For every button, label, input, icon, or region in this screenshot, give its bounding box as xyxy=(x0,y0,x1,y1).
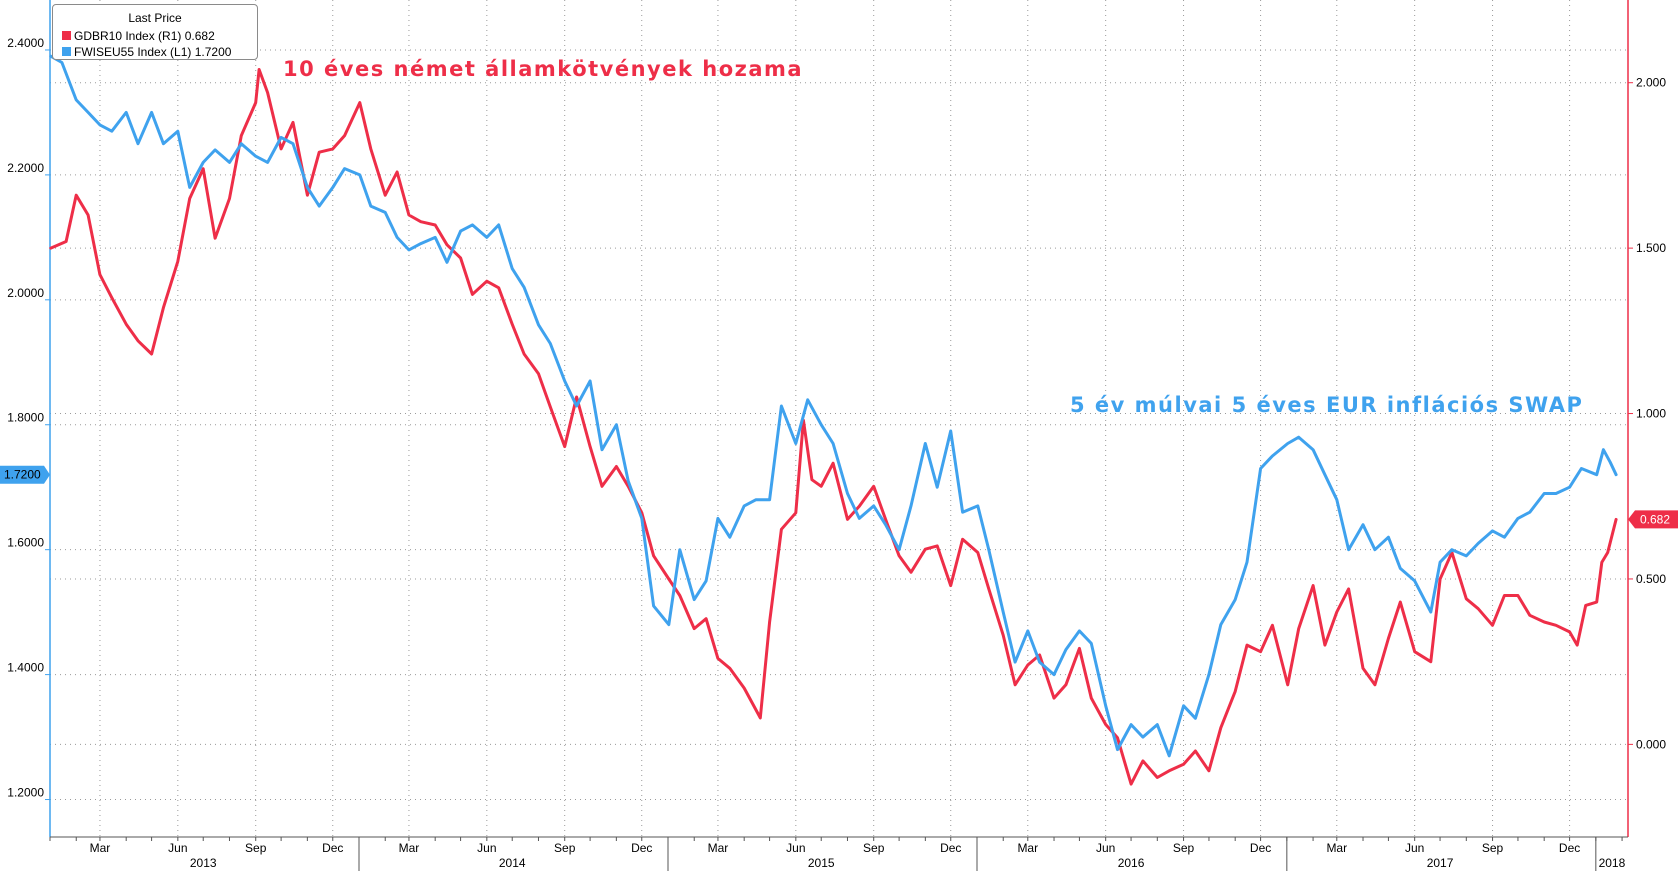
x-axis-year-label: 2018 xyxy=(1599,856,1626,870)
x-axis-year-label: 2013 xyxy=(190,856,217,870)
legend-label-gdbr10: GDBR10 Index (R1) 0.682 xyxy=(74,28,215,43)
legend-swatch-fwiseu55 xyxy=(62,47,71,57)
series-line-fwiseu55-index xyxy=(49,54,1618,758)
x-axis-month-label: Dec xyxy=(940,841,961,855)
x-axis-month-label: Jun xyxy=(477,841,496,855)
x-axis-month-label: Sep xyxy=(1482,841,1504,855)
x-axis-month-label: Sep xyxy=(863,841,885,855)
left-axis-tick-label: 1.4000 xyxy=(7,661,44,675)
left-axis-tick-label: 2.4000 xyxy=(7,36,44,50)
legend-swatch-gdbr10 xyxy=(62,31,71,41)
annotation-bund-yield: 10 éves német államkötvények hozama xyxy=(283,57,804,81)
last-value-label-left: 1.7200 xyxy=(4,468,41,482)
left-axis-tick-label: 1.2000 xyxy=(7,786,44,800)
x-axis-month-label: Jun xyxy=(1096,841,1115,855)
right-axis-tick-label: 0.000 xyxy=(1636,737,1666,751)
x-axis-month-label: Mar xyxy=(708,841,729,855)
last-value-tag-right xyxy=(1628,510,1678,529)
annotation-inflation-swap: 5 év múlvai 5 éves EUR inflációs SWAP xyxy=(1070,393,1584,417)
left-axis-tick-label: 1.6000 xyxy=(7,536,44,550)
legend-entry-gdbr10: GDBR10 Index (R1) 0.682 xyxy=(62,28,215,43)
x-axis-year-label: 2016 xyxy=(1118,856,1145,870)
series-line-gdbr10-index xyxy=(49,68,1618,786)
x-axis-month-label: Jun xyxy=(168,841,187,855)
x-axis-month-label: Dec xyxy=(1559,841,1580,855)
right-axis-tick-label: 0.500 xyxy=(1636,572,1666,586)
x-axis-year-label: 2014 xyxy=(499,856,526,870)
left-axis-tick-label: 2.2000 xyxy=(7,161,44,175)
right-axis-tick-label: 2.000 xyxy=(1636,76,1666,90)
legend-entry-fwiseu55: FWISEU55 Index (L1) 1.7200 xyxy=(62,44,231,59)
x-axis-year-label: 2017 xyxy=(1427,856,1454,870)
x-axis-month-label: Sep xyxy=(554,841,576,855)
x-axis-month-label: Dec xyxy=(1250,841,1271,855)
x-axis-month-label: Mar xyxy=(1326,841,1347,855)
x-axis-month-label: Jun xyxy=(1405,841,1424,855)
right-axis-tick-label: 1.500 xyxy=(1636,241,1666,255)
x-axis-month-label: Sep xyxy=(245,841,267,855)
left-axis-tick-label: 2.0000 xyxy=(7,286,44,300)
left-axis-tick-label: 1.8000 xyxy=(7,411,44,425)
x-axis-month-label: Dec xyxy=(322,841,343,855)
right-axis-tick-label: 1.000 xyxy=(1636,407,1666,421)
x-axis-month-label: Dec xyxy=(631,841,652,855)
last-value-label-right: 0.682 xyxy=(1640,512,1670,526)
legend: Last Price GDBR10 Index (R1) 0.682 FWISE… xyxy=(52,4,258,60)
x-axis-month-label: Mar xyxy=(1017,841,1038,855)
x-axis-month-label: Jun xyxy=(786,841,805,855)
x-axis-month-label: Sep xyxy=(1173,841,1195,855)
last-value-tag-left xyxy=(0,465,50,484)
legend-label-fwiseu55: FWISEU55 Index (L1) 1.7200 xyxy=(74,44,232,59)
x-axis-year-label: 2015 xyxy=(808,856,835,870)
x-axis-month-label: Mar xyxy=(90,841,111,855)
legend-title: Last Price xyxy=(128,11,182,25)
x-axis-month-label: Mar xyxy=(399,841,420,855)
